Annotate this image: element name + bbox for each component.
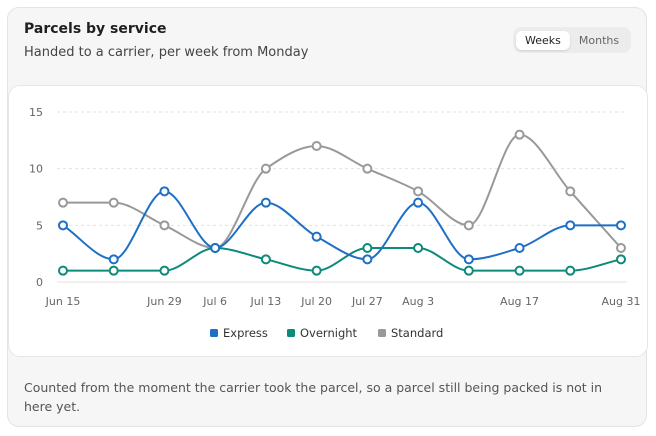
- x-tick-label: Jul 13: [250, 295, 282, 308]
- data-point-express: [58, 220, 68, 231]
- data-point-overnight: [159, 265, 170, 276]
- data-point-express: [463, 254, 474, 265]
- data-point-standard: [565, 186, 576, 197]
- toggle-months-button[interactable]: Months: [578, 33, 620, 47]
- data-point-overnight: [616, 254, 626, 265]
- series-line-standard: [63, 133, 622, 249]
- data-point-express: [210, 243, 221, 253]
- data-point-overnight: [463, 265, 474, 276]
- data-point-standard: [260, 163, 271, 174]
- y-tick-label: 10: [29, 163, 43, 176]
- data-point-standard: [463, 220, 474, 231]
- data-point-overnight: [58, 265, 68, 276]
- legend-swatch-overnight: [287, 329, 295, 337]
- chart-title: Parcels by service: [24, 21, 167, 37]
- data-point-express: [108, 254, 119, 265]
- toggle-weeks-button[interactable]: Weeks: [516, 30, 570, 50]
- data-point-express: [311, 231, 322, 242]
- x-tick-label: Jul 27: [351, 295, 383, 308]
- data-point-standard: [616, 243, 626, 253]
- legend-swatch-standard: [378, 329, 386, 337]
- data-point-standard: [362, 163, 373, 174]
- data-point-standard: [413, 186, 424, 197]
- data-point-overnight: [311, 265, 322, 276]
- legend-label-standard: Standard: [391, 326, 443, 340]
- x-tick-label: Aug 17: [500, 295, 539, 308]
- x-tick-label: Aug 3: [402, 295, 434, 308]
- x-tick-label: Aug 31: [602, 295, 641, 308]
- line-chart: 0 5 10 15 Jun 15 Jun 29 Jul 6 Jul 13 Jul 20 Jul 2…: [29, 106, 641, 340]
- data-point-express: [159, 186, 170, 197]
- chart-card: Parcels by service Handed to a carrier, …: [7, 7, 648, 427]
- data-point-express: [413, 197, 424, 208]
- data-point-standard: [514, 129, 525, 140]
- x-tick-label: Jun 29: [146, 295, 182, 308]
- x-tick-label: Jul 20: [300, 295, 332, 308]
- y-tick-label: 15: [29, 106, 43, 119]
- x-tick-label: Jun 15: [45, 295, 81, 308]
- plot-panel: 0 5 10 15 Jun 15 Jun 29 Jul 6 Jul 13 Jul 20 Jul 2…: [8, 85, 648, 357]
- data-point-standard: [159, 220, 170, 231]
- data-point-standard: [108, 197, 119, 208]
- legend-swatch-express: [210, 329, 218, 337]
- y-tick-label: 5: [36, 219, 43, 232]
- data-point-overnight: [260, 254, 271, 265]
- data-point-overnight: [565, 265, 576, 276]
- x-tick-label: Jul 6: [202, 295, 227, 308]
- data-point-express: [616, 220, 626, 231]
- data-point-overnight: [108, 265, 119, 276]
- data-point-overnight: [413, 243, 424, 253]
- data-point-standard: [58, 197, 68, 208]
- legend-label-overnight: Overnight: [300, 326, 358, 340]
- data-point-express: [565, 220, 576, 231]
- period-toggle: Weeks Months: [513, 27, 632, 53]
- chart-subtitle: Handed to a carrier, per week from Monda…: [24, 45, 309, 60]
- data-point-overnight: [514, 265, 525, 276]
- data-point-express: [260, 197, 271, 208]
- data-point-overnight: [362, 243, 373, 253]
- legend-label-express: Express: [223, 326, 268, 340]
- data-point-express: [514, 243, 525, 253]
- chart-footnote: Counted from the moment the carrier took…: [24, 380, 603, 414]
- data-point-standard: [311, 141, 322, 151]
- data-point-express: [362, 254, 373, 265]
- y-tick-label: 0: [36, 276, 43, 289]
